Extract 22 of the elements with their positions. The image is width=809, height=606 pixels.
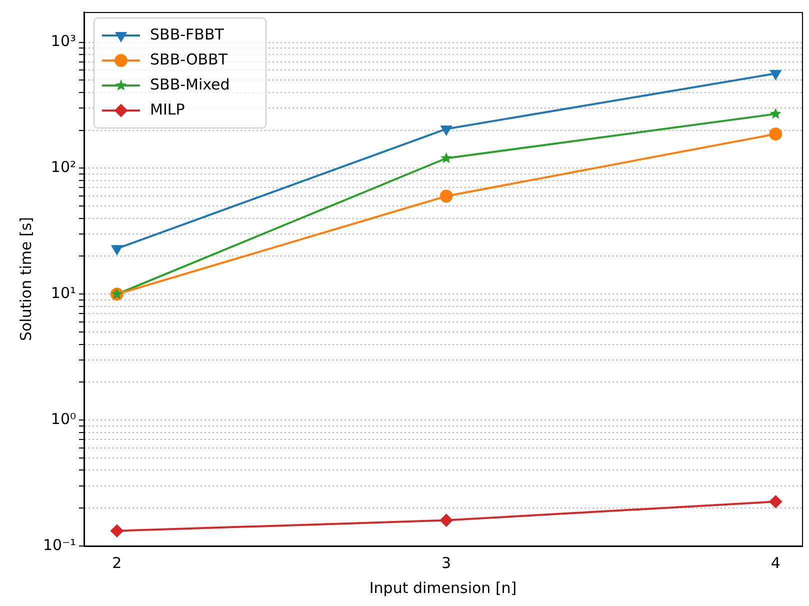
x-tick-label: 4 [770, 554, 780, 572]
y-tick-label: 10⁻¹ [42, 536, 76, 554]
point [770, 108, 782, 119]
y-tick-label: 10¹ [50, 284, 76, 302]
point [440, 190, 453, 203]
y-tick-label: 10⁰ [50, 410, 76, 428]
point [440, 125, 452, 136]
y-tick-label: 10² [50, 158, 76, 176]
legend-label: SBB-OBBT [150, 50, 228, 68]
point [769, 127, 782, 140]
legend-label: MILP [150, 100, 185, 118]
x-axis-title: Input dimension [n] [369, 578, 517, 597]
y-axis-title: Solution time [s] [16, 216, 35, 342]
point [769, 495, 782, 508]
point [110, 524, 124, 538]
legend-label: SBB-FBBT [150, 25, 225, 44]
point [440, 514, 453, 527]
x-tick-label: 2 [112, 554, 122, 572]
point [440, 152, 452, 164]
x-tick-label: 3 [442, 554, 452, 572]
y-tick-label: 10³ [50, 32, 76, 50]
legend-label: SBB-Mixed [150, 75, 230, 94]
